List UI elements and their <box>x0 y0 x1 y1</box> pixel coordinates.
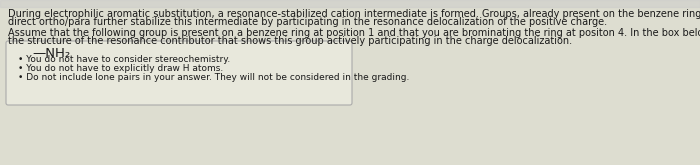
Bar <box>0 0 700 7</box>
Text: the structure of the resonance contributor that shows this group actively partic: the structure of the resonance contribut… <box>8 36 572 46</box>
Text: • Do not include lone pairs in your answer. They will not be considered in the g: • Do not include lone pairs in your answ… <box>18 73 409 82</box>
Text: • You do not have to consider stereochemistry.: • You do not have to consider stereochem… <box>18 55 230 64</box>
Text: • You do not have to explicitly draw H atoms.: • You do not have to explicitly draw H a… <box>18 64 223 73</box>
Text: Assume that the following group is present on a benzene ring at position 1 and t: Assume that the following group is prese… <box>8 28 700 38</box>
FancyBboxPatch shape <box>6 41 352 105</box>
Text: During electrophilic aromatic substitution, a resonance-stabilized cation interm: During electrophilic aromatic substituti… <box>8 9 700 19</box>
Text: —NH₂: —NH₂ <box>32 47 70 60</box>
Text: direct ortho/para further stabilize this intermediate by participating in the re: direct ortho/para further stabilize this… <box>8 17 607 27</box>
